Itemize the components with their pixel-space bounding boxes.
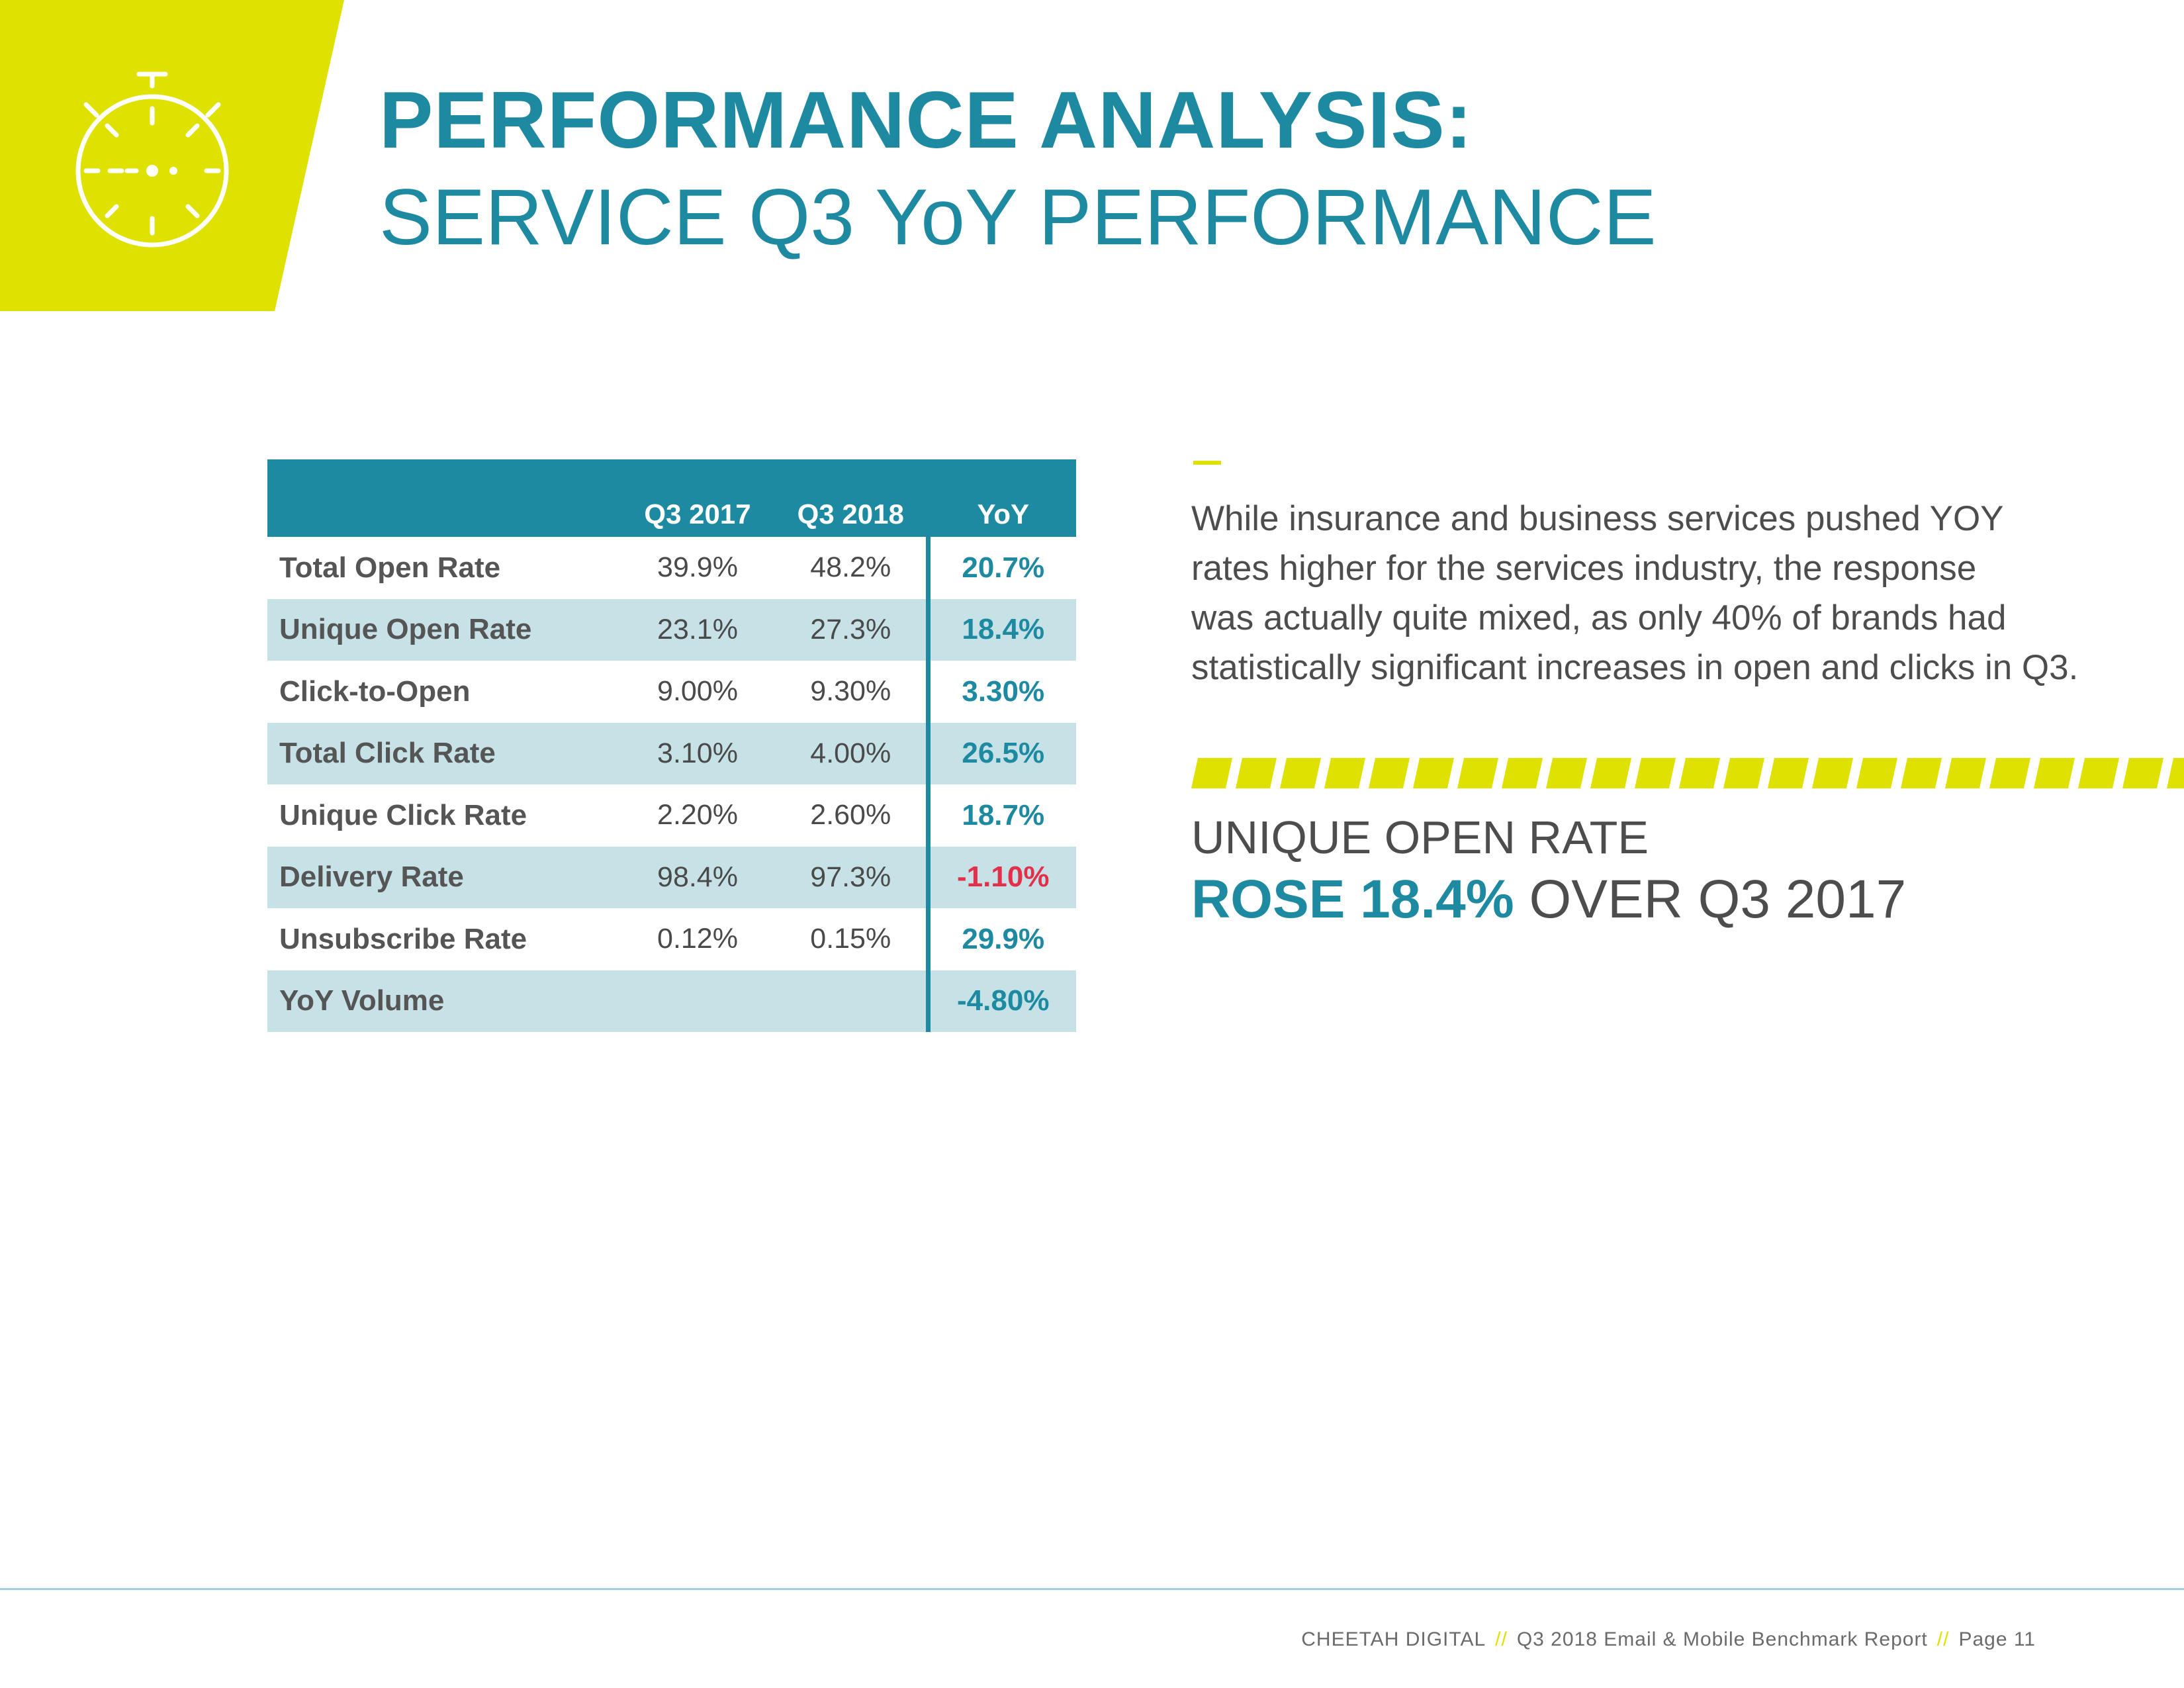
row-label: Unique Open Rate bbox=[267, 598, 619, 661]
column-header-yoy: YoY bbox=[925, 459, 1076, 537]
cell-q3-2017: 0.12% bbox=[657, 923, 738, 955]
table-row: Click-to-Open 9.00% 9.30% 3.30% bbox=[267, 661, 1076, 723]
striped-divider bbox=[1191, 758, 2184, 788]
table-row: Unsubscribe Rate 0.12% 0.15% 29.9% bbox=[267, 908, 1076, 970]
page-subtitle: SERVICE Q3 YoY PERFORMANCE bbox=[379, 173, 1657, 261]
table-row: Total Click Rate 3.10% 4.00% 26.5% bbox=[267, 722, 1076, 784]
column-header-metric bbox=[267, 459, 619, 537]
cell-yoy: -4.80% bbox=[925, 970, 1076, 1032]
cell-q3-2018: 0.15% bbox=[810, 923, 891, 955]
cell-q3-2018: 27.3% bbox=[776, 598, 928, 661]
paragraph-line: statistically significant increases in o… bbox=[1191, 648, 2079, 687]
row-label: Click-to-Open bbox=[279, 675, 471, 708]
footer-separator: // bbox=[1495, 1628, 1508, 1650]
cell-yoy: 26.5% bbox=[925, 722, 1076, 784]
row-label: Unsubscribe Rate bbox=[279, 922, 527, 955]
column-header-q3-2018: Q3 2018 bbox=[776, 459, 928, 537]
footer-company: CHEETAH DIGITAL bbox=[1301, 1628, 1486, 1650]
row-label: Unique Click Rate bbox=[279, 798, 527, 831]
commentary-paragraph: While insurance and business services pu… bbox=[1191, 494, 2144, 692]
cell-q3-2018: 97.3% bbox=[776, 846, 928, 908]
cell-q3-2018: 4.00% bbox=[776, 722, 928, 784]
row-label: Total Open Rate bbox=[279, 551, 501, 584]
table-row: Unique Open Rate 23.1% 27.3% 18.4% bbox=[267, 598, 1076, 661]
performance-table: Q3 2017 Q3 2018 YoY Total Open Rate 39.9… bbox=[267, 459, 1076, 1032]
cell-q3-2018: 48.2% bbox=[810, 551, 891, 584]
page-title: PERFORMANCE ANALYSIS: bbox=[379, 75, 1473, 165]
cell-q3-2018: 9.30% bbox=[810, 675, 891, 708]
footer-page-number: Page 11 bbox=[1958, 1628, 2036, 1650]
cell-q3-2017: 3.10% bbox=[619, 722, 776, 784]
paragraph-line: rates higher for the services industry, … bbox=[1191, 549, 1977, 588]
cell-q3-2017: 9.00% bbox=[657, 675, 738, 708]
table-row: Unique Click Rate 2.20% 2.60% 18.7% bbox=[267, 784, 1076, 847]
footer-report-title: Q3 2018 Email & Mobile Benchmark Report bbox=[1516, 1628, 1928, 1650]
cell-yoy: 3.30% bbox=[925, 661, 1076, 723]
cell-q3-2018 bbox=[776, 970, 928, 1032]
cell-yoy: 18.7% bbox=[925, 784, 1076, 847]
table-header-row: Q3 2017 Q3 2018 YoY bbox=[267, 459, 1076, 537]
accent-dash bbox=[1193, 461, 1221, 465]
table-row: YoY Volume -4.80% bbox=[267, 970, 1076, 1032]
table-row: Total Open Rate 39.9% 48.2% 20.7% bbox=[267, 537, 1076, 599]
cell-q3-2018: 2.60% bbox=[810, 799, 891, 831]
cell-q3-2017: 39.9% bbox=[657, 551, 738, 584]
row-label: YoY Volume bbox=[267, 970, 619, 1032]
callout-statement: ROSE 18.4% OVER Q3 2017 bbox=[1191, 872, 1906, 927]
cell-yoy: 18.4% bbox=[925, 598, 1076, 661]
callout-heading: UNIQUE OPEN RATE bbox=[1191, 812, 1649, 863]
stopwatch-icon bbox=[75, 71, 229, 248]
footer-separator: // bbox=[1936, 1628, 1950, 1650]
cell-q3-2017: 2.20% bbox=[657, 799, 738, 831]
footer-divider bbox=[0, 1588, 2184, 1590]
cell-q3-2017: 98.4% bbox=[619, 846, 776, 908]
cell-yoy-negative: -1.10% bbox=[925, 846, 1076, 908]
page-footer: CHEETAH DIGITAL // Q3 2018 Email & Mobile … bbox=[1301, 1628, 2036, 1651]
cell-yoy: 20.7% bbox=[925, 537, 1076, 599]
column-header-q3-2017: Q3 2017 bbox=[619, 459, 776, 537]
table-row: Delivery Rate 98.4% 97.3% -1.10% bbox=[267, 846, 1076, 908]
row-label: Delivery Rate bbox=[267, 846, 619, 908]
paragraph-line: was actually quite mixed, as only 40% of… bbox=[1191, 598, 2007, 637]
callout-rest: OVER Q3 2017 bbox=[1514, 869, 1907, 929]
row-label: Total Click Rate bbox=[267, 722, 619, 784]
paragraph-line: While insurance and business services pu… bbox=[1191, 499, 2004, 538]
cell-q3-2017 bbox=[619, 970, 776, 1032]
cell-q3-2017: 23.1% bbox=[619, 598, 776, 661]
cell-yoy: 29.9% bbox=[925, 908, 1076, 970]
callout-highlight: ROSE 18.4% bbox=[1191, 869, 1514, 929]
